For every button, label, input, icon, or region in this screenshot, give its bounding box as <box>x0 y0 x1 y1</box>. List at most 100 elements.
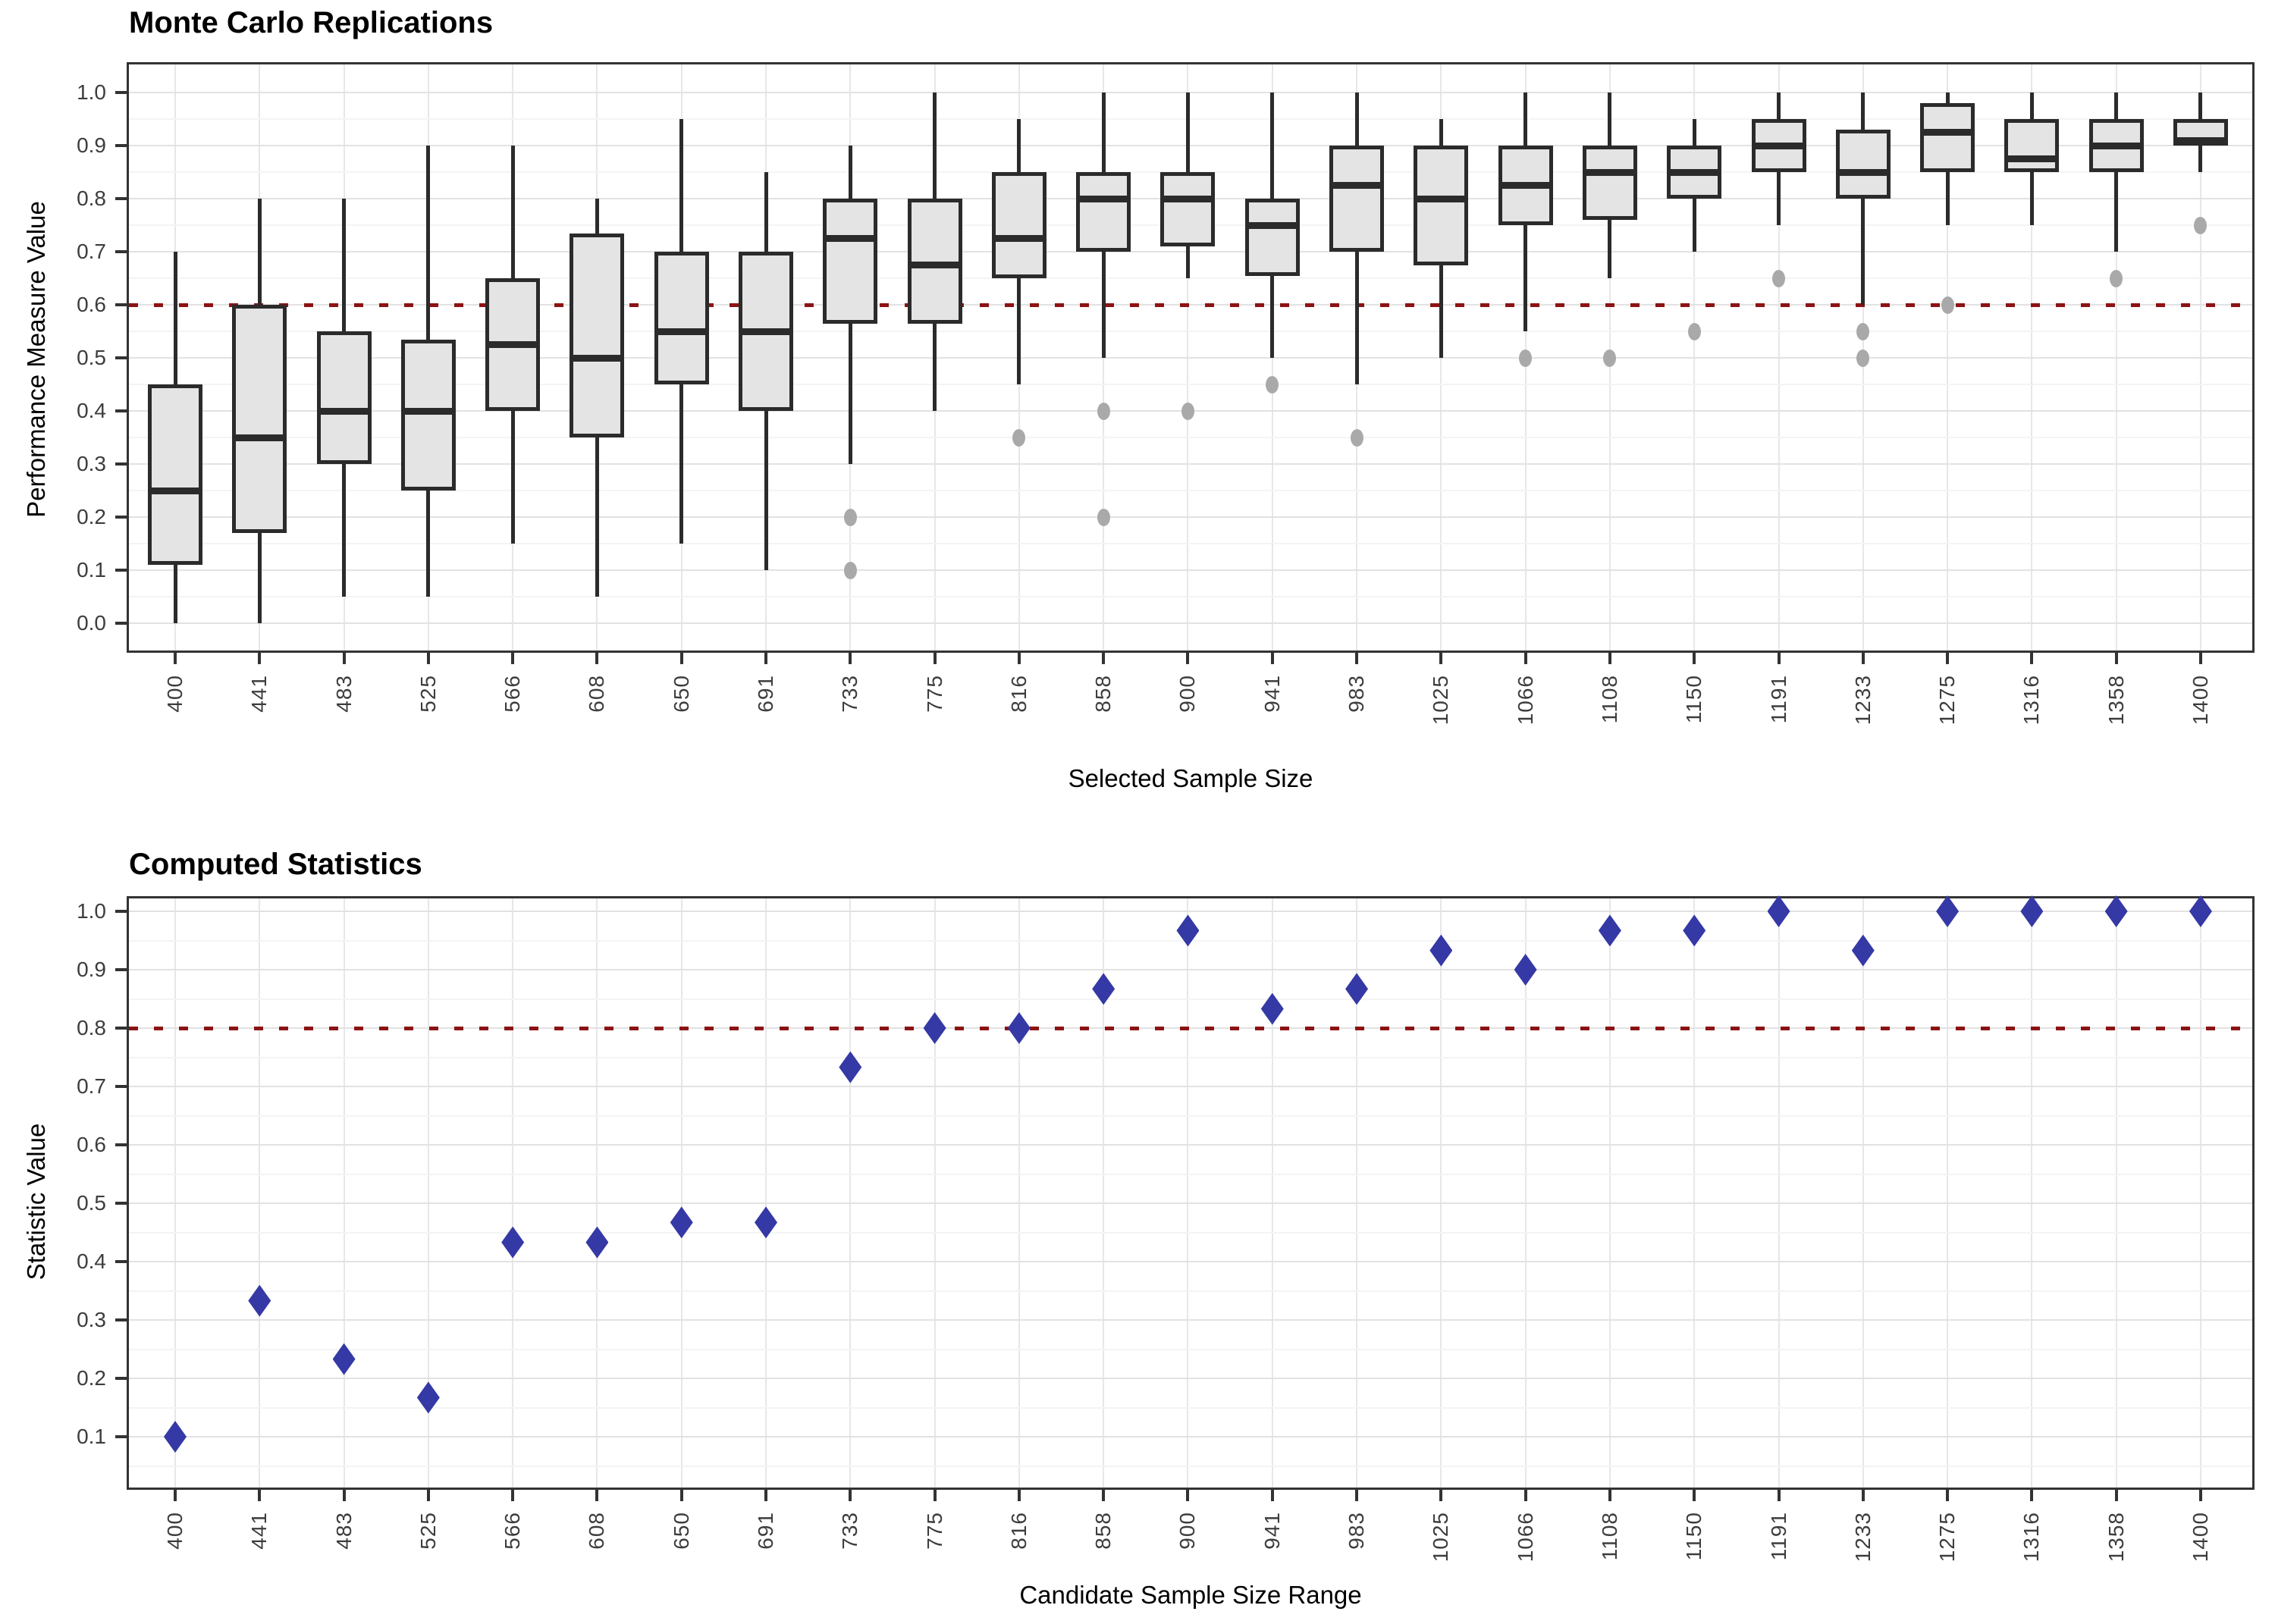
box-1025 <box>1414 146 1469 265</box>
major-gridline <box>129 969 2252 970</box>
x-tick-label: 525 <box>416 1512 440 1550</box>
x-tick <box>1439 651 1443 664</box>
box-400 <box>148 384 202 565</box>
y-tick <box>115 1202 129 1205</box>
x-tick-label: 1150 <box>1682 675 1706 724</box>
minor-gridline <box>129 543 2252 544</box>
minor-gridline <box>129 1056 2252 1058</box>
upper-whisker <box>764 172 768 252</box>
vertical-gridline <box>934 898 936 1488</box>
reference-line <box>129 1026 2252 1030</box>
upper-whisker <box>510 146 515 278</box>
box-1108 <box>1582 146 1637 220</box>
x-tick-label: 691 <box>754 1512 778 1550</box>
upper-whisker <box>426 146 431 340</box>
median-bar <box>823 235 878 242</box>
lower-whisker <box>1439 265 1443 358</box>
y-tick <box>115 1085 129 1088</box>
median-bar <box>2173 136 2228 144</box>
x-tick <box>595 1488 599 1501</box>
box-941 <box>1244 199 1300 276</box>
y-tick <box>115 516 129 519</box>
minor-gridline <box>129 1115 2252 1117</box>
x-tick-label: 400 <box>163 1512 187 1550</box>
major-gridline <box>129 1144 2252 1146</box>
median-bar <box>1244 221 1300 229</box>
y-tick-label: 0.2 <box>77 505 106 528</box>
y-tick <box>115 910 129 913</box>
upper-whisker <box>2198 92 2203 119</box>
y-tick-label: 0.3 <box>77 452 106 475</box>
median-bar <box>907 262 962 268</box>
box-1233 <box>1835 130 1891 199</box>
minor-gridline <box>129 1465 2252 1467</box>
x-tick-label: 525 <box>416 675 440 713</box>
outlier-point <box>1687 322 1701 340</box>
y-tick <box>115 968 129 971</box>
x-tick-label: 1233 <box>1850 1512 1875 1563</box>
lower-whisker <box>1523 225 1528 331</box>
x-tick-label: 983 <box>1345 1512 1369 1550</box>
major-gridline <box>129 911 2252 912</box>
lower-whisker <box>1608 220 1612 278</box>
x-tick <box>679 1488 683 1501</box>
x-tick <box>2030 651 2034 664</box>
vertical-gridline <box>259 898 261 1488</box>
median-bar <box>739 328 794 335</box>
vertical-gridline <box>680 898 682 1488</box>
y-tick <box>115 1027 129 1030</box>
x-tick <box>2114 1488 2118 1501</box>
upper-whisker <box>2114 92 2119 119</box>
x-tick-label: 441 <box>247 675 271 713</box>
y-tick-label: 0.3 <box>77 1308 106 1331</box>
x-tick <box>764 651 768 664</box>
x-tick <box>2198 1488 2202 1501</box>
lower-whisker <box>173 565 177 623</box>
median-bar <box>1160 195 1216 202</box>
y-tick-label: 1.0 <box>77 80 106 104</box>
x-tick-label: 1400 <box>2188 675 2212 726</box>
major-gridline <box>129 251 2252 252</box>
x-tick <box>174 651 177 664</box>
x-tick-label: 1108 <box>1597 675 1621 724</box>
lower-whisker <box>2114 172 2119 252</box>
x-tick <box>1270 1488 1274 1501</box>
x-tick <box>1693 1488 1696 1501</box>
lower-whisker <box>1692 199 1696 252</box>
outlier-point <box>1772 269 1785 287</box>
y-tick <box>115 1435 129 1438</box>
vertical-gridline <box>1947 898 1949 1488</box>
x-tick <box>1946 651 1950 664</box>
x-tick-label: 775 <box>922 1512 946 1550</box>
vertical-gridline <box>2115 898 2117 1488</box>
minor-gridline <box>129 277 2252 279</box>
vertical-gridline <box>1356 898 1358 1488</box>
y-tick <box>115 1377 129 1380</box>
upper-whisker <box>679 119 684 252</box>
x-tick-label: 941 <box>1260 675 1284 713</box>
x-tick <box>933 1488 937 1501</box>
x-tick-label: 691 <box>754 675 778 713</box>
upper-whisker <box>1101 92 1106 172</box>
median-bar <box>1076 195 1131 202</box>
box-1275 <box>1920 103 1975 172</box>
major-gridline <box>129 1261 2252 1262</box>
reference-line <box>129 303 2252 307</box>
x-tick <box>1861 651 1865 664</box>
upper-whisker <box>2029 92 2034 119</box>
x-tick <box>1693 651 1696 664</box>
outlier-point <box>1266 375 1279 393</box>
minor-gridline <box>129 596 2252 597</box>
y-tick <box>115 250 129 253</box>
vertical-gridline <box>849 898 852 1488</box>
x-tick-label: 441 <box>247 1512 271 1550</box>
upper-whisker <box>1270 92 1275 199</box>
median-bar <box>400 407 456 415</box>
y-tick-label: 0.7 <box>77 240 106 263</box>
x-tick <box>764 1488 768 1501</box>
y-tick <box>115 1318 129 1321</box>
median-bar <box>232 434 287 441</box>
lower-whisker <box>1354 252 1359 384</box>
vertical-gridline <box>174 898 176 1488</box>
